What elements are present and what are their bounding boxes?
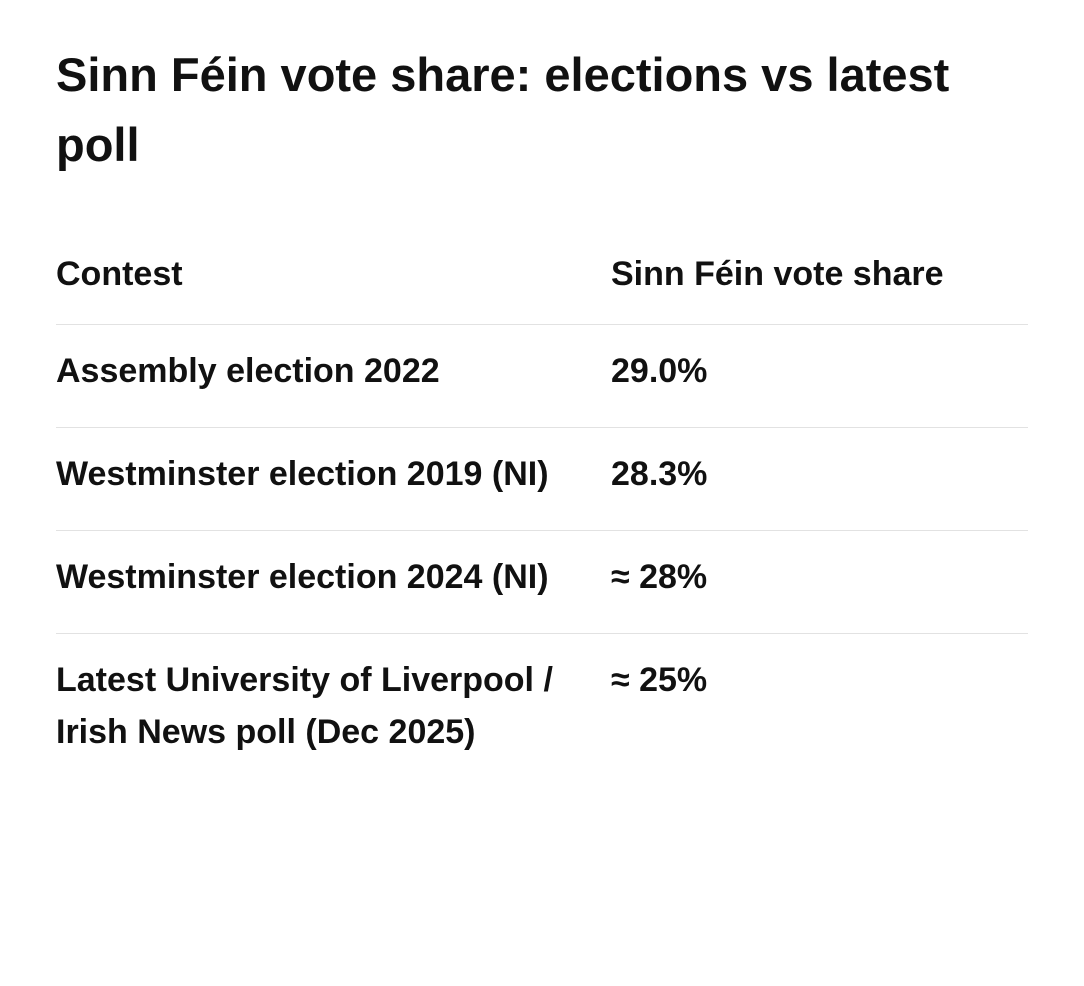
column-header: Contest: [56, 255, 183, 293]
vote-share-cell: ≈ 25%: [611, 633, 1028, 788]
table-row: Westminster election 2019 (NI) 28.3%: [56, 427, 1028, 531]
contest-cell: Westminster election 2024 (NI): [56, 530, 611, 634]
contest-text: Assembly election 2022: [56, 352, 440, 390]
table-row: Assembly election 2022 29.0%: [56, 324, 1028, 428]
contest-cell: Assembly election 2022: [56, 324, 611, 428]
table-row: Latest University of Liverpool / Irish N…: [56, 633, 1028, 788]
title: Sinn Féin vote share: elections vs lates…: [56, 48, 950, 171]
contest-cell: Westminster election 2019 (NI): [56, 427, 611, 531]
contest-text: Latest University of Liverpool / Irish N…: [56, 661, 553, 751]
header-row: Contest Sinn Féin vote share: [56, 240, 1028, 325]
vote-share-cell: ≈ 28%: [611, 530, 1028, 634]
table-body: Assembly election 2022 29.0% Westminster e…: [56, 324, 1028, 788]
table: Contest Sinn Féin vote share Assembly el…: [56, 240, 1028, 788]
vote-share-cell: 28.3%: [611, 427, 1028, 531]
table-row: Westminster election 2024 (NI) ≈ 28%: [56, 530, 1028, 634]
column-header: Sinn Féin vote share: [611, 255, 944, 293]
vote-share-cell: 29.0%: [611, 324, 1028, 428]
table-head: Contest Sinn Féin vote share: [56, 240, 1028, 325]
contest-cell: Latest University of Liverpool / Irish N…: [56, 633, 611, 788]
contest-text: Westminster election 2019 (NI): [56, 455, 549, 493]
contest-text: Westminster election 2024 (NI): [56, 558, 549, 596]
